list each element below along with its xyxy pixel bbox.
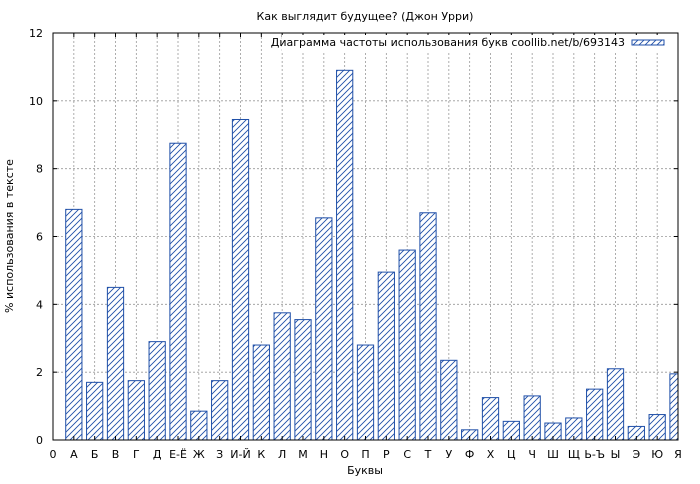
y-tick-labels: 0 2 4 6 8 10 12 (29, 27, 43, 447)
bar-7 (190, 410, 208, 441)
bar-4 (127, 380, 145, 441)
bar-27 (606, 368, 625, 441)
x-tick-label: Т (424, 448, 432, 461)
x-tick-label: Б (91, 448, 99, 461)
legend-label: Диаграмма частоты использования букв coo… (271, 36, 625, 49)
x-tick-label: Ш (547, 448, 559, 461)
bar-12 (294, 319, 312, 441)
legend: Диаграмма частоты использования букв coo… (271, 35, 672, 51)
x-tick-label: Г (133, 448, 140, 461)
x-tick-label: Ю (651, 448, 663, 461)
x-tick-label: О (340, 448, 349, 461)
x-tick-label: П (361, 448, 369, 461)
bar-3 (106, 286, 125, 441)
x-tick-labels: 0 А Б В Г Д Е-Ё Ж З И-Й К Л М Н О П Р С Т У Ф Х Ц Ч Ш Щ Ь-Ъ Ы Э Ю Я (50, 448, 682, 461)
bar-26 (586, 388, 604, 441)
bar-2 (86, 381, 104, 441)
y-tick-label: 6 (36, 231, 43, 244)
y-tick-label: 8 (36, 163, 43, 176)
x-tick-label: Л (278, 448, 286, 461)
x-tick-label: Ь-Ъ (584, 448, 605, 461)
y-axis-label: % использования в тексте (3, 159, 16, 313)
bar-16 (377, 271, 395, 441)
x-axis-label: Буквы (347, 464, 383, 477)
x-tick-label: З (216, 448, 223, 461)
bar-30 (669, 373, 679, 441)
bar-21 (481, 397, 500, 441)
y-tick-label: 0 (36, 434, 43, 447)
bar-11 (273, 312, 291, 441)
bar-15 (356, 344, 375, 441)
bar-1 (65, 208, 83, 441)
bar-18 (419, 212, 437, 441)
bar-23 (523, 395, 541, 441)
x-tick-label: Э (632, 448, 640, 461)
bar-6 (169, 142, 187, 441)
x-tick-label: А (70, 448, 78, 461)
bar-17 (398, 249, 416, 441)
x-tick-label: У (445, 448, 452, 461)
bar-19 (440, 359, 458, 441)
x-tick-label: Щ (568, 448, 580, 461)
y-tick-label: 2 (36, 366, 43, 379)
x-tick-label: Ч (528, 448, 536, 461)
x-tick-label: Ц (507, 448, 516, 461)
chart-title: Как выглядит будущее? (Джон Урри) (257, 10, 474, 23)
y-tick-label: 4 (36, 298, 43, 311)
x-tick-label: К (257, 448, 265, 461)
x-tick-label: М (298, 448, 308, 461)
x-tick-label: Е-Ё (169, 448, 187, 461)
x-tick-label: Х (487, 448, 495, 461)
x-tick-label: И-Й (230, 448, 250, 461)
x-tick-label: В (112, 448, 120, 461)
x-tick-label: Ж (193, 448, 205, 461)
legend-swatch (631, 39, 665, 46)
bar-10 (252, 344, 270, 441)
x-tick-label: Н (320, 448, 328, 461)
x-tick-label: Р (383, 448, 390, 461)
x-tick-label-origin: 0 (50, 448, 57, 461)
bar-13 (315, 217, 333, 441)
bar-14 (336, 69, 354, 441)
legend-background (282, 35, 672, 51)
y-tick-label: 12 (29, 27, 43, 40)
bar-8 (211, 380, 229, 441)
x-tick-label: С (403, 448, 411, 461)
x-tick-label: Ф (465, 448, 474, 461)
x-tick-label: Д (153, 448, 162, 461)
x-tick-label: Ы (611, 448, 621, 461)
bar-9 (231, 118, 250, 441)
x-tick-label: Я (674, 448, 682, 461)
bar-5 (148, 341, 166, 441)
y-tick-label: 10 (29, 95, 43, 108)
